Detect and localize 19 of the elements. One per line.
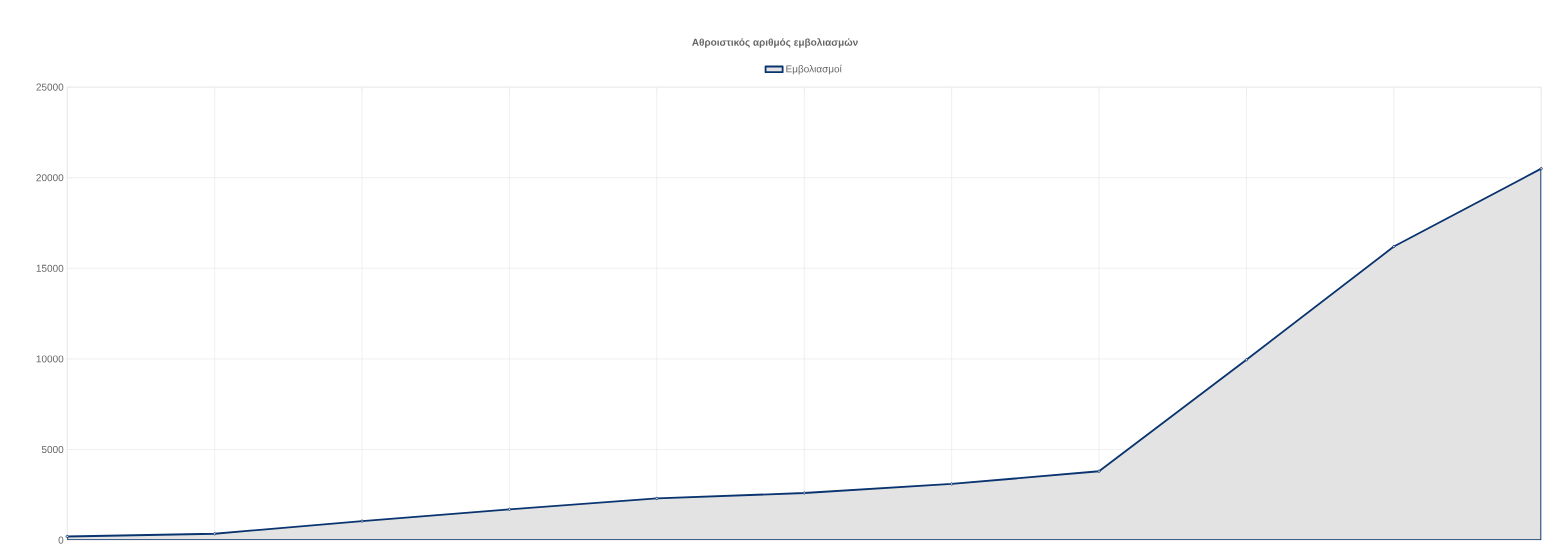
point: [360, 519, 364, 523]
point: [1244, 358, 1249, 362]
y-tick-label: 20000: [36, 174, 64, 182]
chart-title: Αθροιστικός αριθμός εμβολιασμών: [692, 38, 858, 48]
point: [507, 507, 512, 511]
point: [950, 482, 954, 486]
point: [213, 532, 217, 536]
point: [1097, 469, 1101, 473]
y-tick-label: 25000: [36, 83, 64, 91]
y-tick-label: 5000: [41, 445, 64, 454]
point: [655, 496, 659, 501]
legend-label: Εμβολιασμοί: [786, 64, 842, 75]
y-tick-label: 0: [58, 536, 64, 544]
point: [1392, 244, 1396, 249]
y-tick-label: 10000: [36, 355, 64, 363]
point: [1539, 167, 1543, 171]
y-tick-label: 15000: [36, 264, 64, 272]
point: [65, 534, 69, 539]
point: [802, 491, 806, 495]
